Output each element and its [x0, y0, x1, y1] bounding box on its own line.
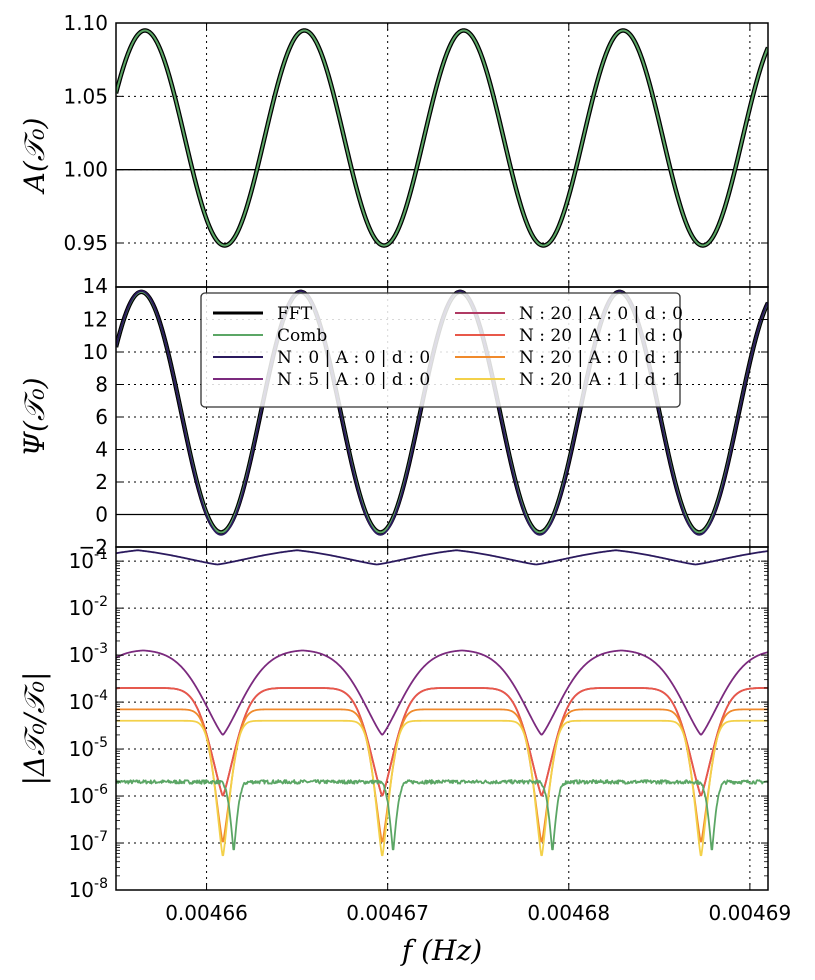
series-comb — [116, 779, 768, 851]
series-n-0-a-0-d-0 — [116, 549, 768, 566]
x-axis-label: f (Hz) — [400, 934, 482, 967]
y-axis-label-phase: Ψ(𝒯₀) — [18, 377, 51, 456]
y-tick-label: 1.10 — [63, 11, 108, 35]
x-tick-label: 0.00466 — [165, 901, 248, 925]
panel-top: 0.95 1.00 1.05 1.10 — [63, 11, 769, 288]
y-tick-label: 1.00 — [63, 158, 108, 182]
y-tick-label: 0.95 — [63, 231, 108, 255]
series-n-20-a-1-d-1 — [116, 719, 768, 857]
legend-label: Comb — [277, 326, 327, 346]
x-tick-label: 0.00468 — [527, 901, 610, 925]
y-tick-label: 0 — [95, 503, 108, 527]
y-tick-label: 1.05 — [63, 84, 108, 108]
y-axis-label-error: |Δ𝒯₀/𝒯₀| — [18, 672, 51, 786]
y-tick-label: −2 — [79, 535, 108, 559]
series-comb — [116, 29, 768, 247]
x-tick-label: 0.00469 — [709, 901, 792, 925]
x-tick-label: 0.00467 — [346, 901, 429, 925]
y-tick-label: 14 — [83, 274, 108, 298]
axes-frame — [115, 546, 769, 891]
y-tick-label: 6 — [95, 405, 108, 429]
y-axis-label-amplitude: A(𝒯₀) — [18, 118, 51, 196]
panel-bottom: 10-810-710-610-510-410-310-210-10.00466 0… — [69, 546, 792, 925]
legend-label: N : 20 | A : 0 | d : 1 — [519, 348, 683, 368]
series-n-20-a-0-d-1 — [116, 708, 768, 843]
legend-box — [200, 292, 681, 408]
legend-label: N : 0 | A : 0 | d : 0 — [277, 348, 430, 368]
legend-label: N : 20 | A : 1 | d : 1 — [519, 370, 683, 390]
legend-label: N : 20 | A : 0 | d : 0 — [519, 304, 683, 324]
y-tick-label: 10 — [83, 340, 108, 364]
series-n-20-a-1-d-0 — [116, 687, 768, 797]
y-tick-label: 10-7 — [69, 829, 108, 855]
legend-label: N : 20 | A : 1 | d : 0 — [519, 326, 683, 346]
y-tick-label: 8 — [95, 373, 108, 397]
legend-label: FFT — [277, 304, 313, 324]
legend-label: N : 5 | A : 0 | d : 0 — [277, 370, 430, 390]
y-tick-label: 2 — [95, 470, 108, 494]
y-tick-label: 12 — [83, 308, 108, 332]
y-tick-label: 4 — [95, 438, 108, 462]
series-n-5-a-0-d-0 — [116, 649, 768, 736]
y-tick-label: 10-6 — [69, 782, 109, 808]
